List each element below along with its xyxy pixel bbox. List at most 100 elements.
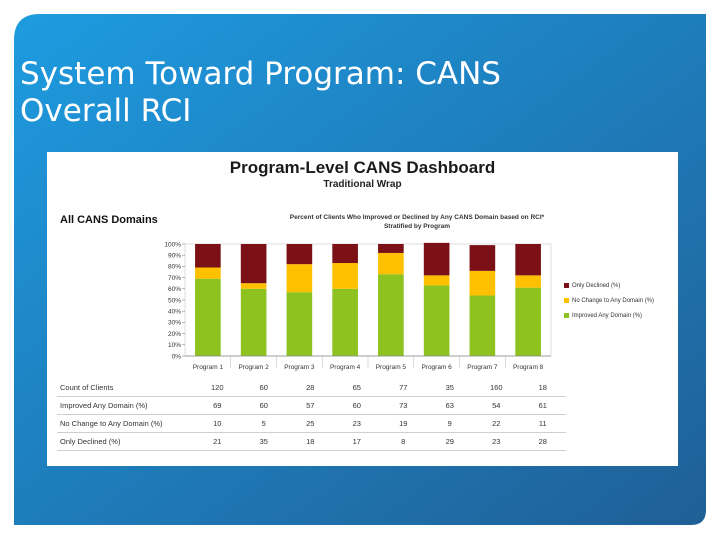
table-cell: 57 xyxy=(287,396,334,415)
legend-item: No Change to Any Domain (%) xyxy=(564,298,654,304)
table-cell: 65 xyxy=(333,379,380,397)
bar-segment xyxy=(378,244,404,253)
table-row: No Change to Any Domain (%) 10 5 25 23 19 9 22 1… xyxy=(57,414,566,433)
x-tick-label: Program 6 xyxy=(421,364,452,371)
table-cell: 35 xyxy=(240,432,287,451)
table-cell: 69 xyxy=(194,396,241,415)
bar-segment xyxy=(378,274,404,356)
table-cell: 25 xyxy=(287,414,334,433)
table-cell: 120 xyxy=(194,379,241,397)
bar-segment xyxy=(195,244,221,268)
slide-title-line-2: Overall RCI xyxy=(20,93,192,129)
bar-segment xyxy=(240,283,267,289)
x-tick-label: Program 8 xyxy=(513,364,544,371)
dashboard-panel: Program-Level CANS Dashboard Traditional… xyxy=(47,152,678,466)
table-cell: 61 xyxy=(519,396,566,415)
bar-segment xyxy=(469,270,496,296)
bar-segment xyxy=(469,245,496,271)
x-tick-label: Program 2 xyxy=(238,364,269,371)
x-tick-label: Program 4 xyxy=(330,364,361,371)
table-row-label: No Change to Any Domain (%) xyxy=(57,414,194,433)
table-cell: 10 xyxy=(194,414,241,433)
bar-segment xyxy=(240,244,267,284)
chart-title: Percent of Clients Who Improved or Decli… xyxy=(242,213,592,231)
table-cell: 77 xyxy=(380,379,427,397)
table-cell: 18 xyxy=(287,432,334,451)
chart-title-line-2: Stratified by Program xyxy=(383,223,451,230)
legend-swatch xyxy=(564,298,569,303)
table-row-label: Only Declined (%) xyxy=(57,432,194,451)
data-table: Count of Clients 120 60 28 65 77 35 160 18 Improv… xyxy=(57,379,566,451)
table-cell: 35 xyxy=(426,379,473,397)
table-cell: 29 xyxy=(426,432,473,451)
y-tick-label: 70% xyxy=(168,275,181,282)
bar-segment xyxy=(423,275,450,286)
table-cell: 11 xyxy=(519,414,566,433)
table-row: Count of Clients 120 60 28 65 77 35 160 18 xyxy=(57,379,566,397)
y-tick-label: 20% xyxy=(168,331,181,338)
x-tick-label: Program 7 xyxy=(467,364,498,371)
bar-segment xyxy=(286,244,313,265)
legend-item: Only Declined (%) xyxy=(564,283,620,289)
y-tick-label: 10% xyxy=(168,342,181,349)
y-tick-label: 100% xyxy=(164,241,181,248)
dashboard-title: Program-Level CANS Dashboard xyxy=(229,158,496,177)
bar-segment xyxy=(195,267,221,279)
bar-segment xyxy=(515,244,541,276)
bar-segment xyxy=(240,288,267,356)
y-tick-label: 60% xyxy=(168,286,181,293)
table-cell: 17 xyxy=(333,432,380,451)
y-tick-label: 30% xyxy=(168,320,181,327)
plot-area xyxy=(184,243,552,357)
legend-swatch xyxy=(564,313,569,318)
y-tick-label: 0% xyxy=(172,353,182,360)
slide-title-line-1: System Toward Program: CANS xyxy=(20,56,501,92)
stacked-bar-chart: 0% 10% 20% 30% 40% 50% 60% 70% 80% 90% 100% Program… xyxy=(164,241,552,371)
table-cell: 60 xyxy=(333,396,380,415)
y-tick-label: 90% xyxy=(168,253,181,260)
table-cell: 60 xyxy=(240,396,287,415)
table-cell: 54 xyxy=(473,396,520,415)
x-tick-label: Program 1 xyxy=(193,364,224,371)
legend-label: No Change to Any Domain (%) xyxy=(572,298,655,304)
x-tick-label: Program 3 xyxy=(284,364,315,371)
bar-segment xyxy=(423,242,450,276)
legend-swatch xyxy=(564,283,569,288)
y-tick-label: 40% xyxy=(168,309,181,316)
bar-segment xyxy=(195,278,221,356)
table-cell: 60 xyxy=(240,379,287,397)
y-tick-label: 50% xyxy=(168,297,181,304)
bar-segment xyxy=(515,275,541,288)
legend-item: Improved Any Domain (%) xyxy=(564,313,642,319)
table-cell: 5 xyxy=(240,414,287,433)
y-tick-label: 80% xyxy=(168,264,181,271)
table-row-label: Count of Clients xyxy=(57,379,194,397)
table-cell: 23 xyxy=(473,432,520,451)
legend-label: Improved Any Domain (%) xyxy=(572,313,643,319)
table-cell: 9 xyxy=(426,414,473,433)
table-cell: 28 xyxy=(519,432,566,451)
table-cell: 73 xyxy=(380,396,427,415)
section-label: All CANS Domains xyxy=(60,214,158,226)
legend-label: Only Declined (%) xyxy=(572,283,621,289)
bar-segment xyxy=(423,285,450,356)
chart-title-line-1: Percent of Clients Who Improved or Decli… xyxy=(289,214,545,221)
table-cell: 28 xyxy=(287,379,334,397)
table-cell: 63 xyxy=(426,396,473,415)
bar-segment xyxy=(286,264,313,293)
bar-segment xyxy=(515,287,541,356)
table-cell: 8 xyxy=(380,432,427,451)
bar-segment xyxy=(332,244,358,264)
table-cell: 23 xyxy=(333,414,380,433)
table-row: Improved Any Domain (%) 69 60 57 60 73 63 54 61 xyxy=(57,396,566,415)
bar-segment xyxy=(378,252,404,275)
bar-segment xyxy=(469,295,496,356)
x-tick-label: Program 5 xyxy=(376,364,407,371)
table-cell: 19 xyxy=(380,414,427,433)
table-cell: 18 xyxy=(519,379,566,397)
bar-segment xyxy=(286,292,313,356)
table-row-label: Improved Any Domain (%) xyxy=(57,396,194,415)
table-cell: 22 xyxy=(473,414,520,433)
table-cell: 21 xyxy=(194,432,241,451)
